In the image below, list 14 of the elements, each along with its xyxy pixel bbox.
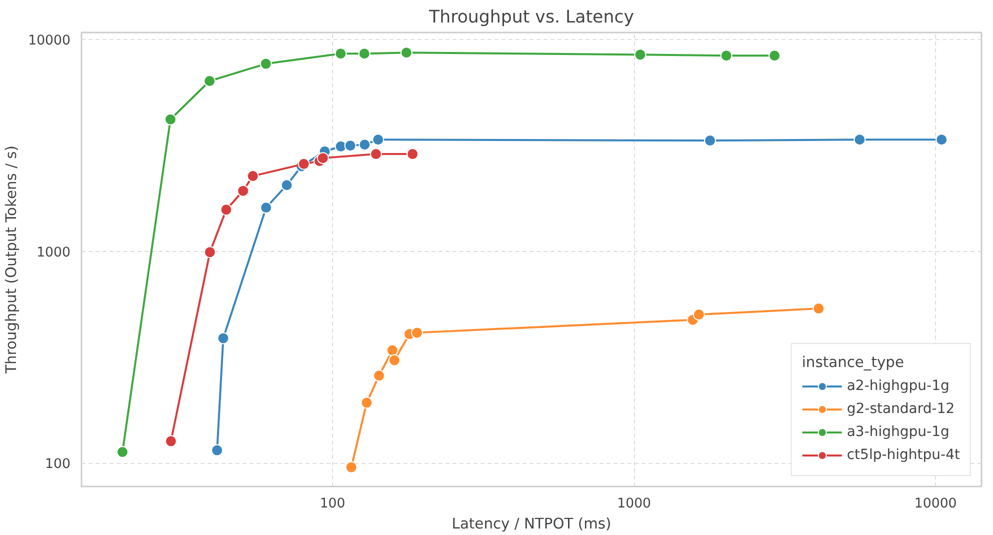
x-tick-label: 1000 <box>617 496 652 512</box>
legend-label: g2-standard-12 <box>846 401 955 417</box>
chart-title: Throughput vs. Latency <box>428 8 634 28</box>
x-tick-label: 10000 <box>914 496 957 512</box>
legend-label: a3-highgpu-1g <box>846 424 950 440</box>
y-tick-label: 1000 <box>36 245 71 260</box>
y-tick-label: 10000 <box>28 33 71 48</box>
y-tick-label: 100 <box>45 457 71 472</box>
legend-label: a2-highgpu-1g <box>846 378 950 394</box>
x-tick-label: 100 <box>320 496 346 512</box>
x-axis-title: Latency / NTPOT (ms) <box>452 516 612 532</box>
legend-title: instance_type <box>802 354 906 371</box>
legend-label: ct5lp-hightpu-4t <box>846 447 960 463</box>
y-axis-title: Throughput (Output Tokens / s) <box>3 145 20 375</box>
